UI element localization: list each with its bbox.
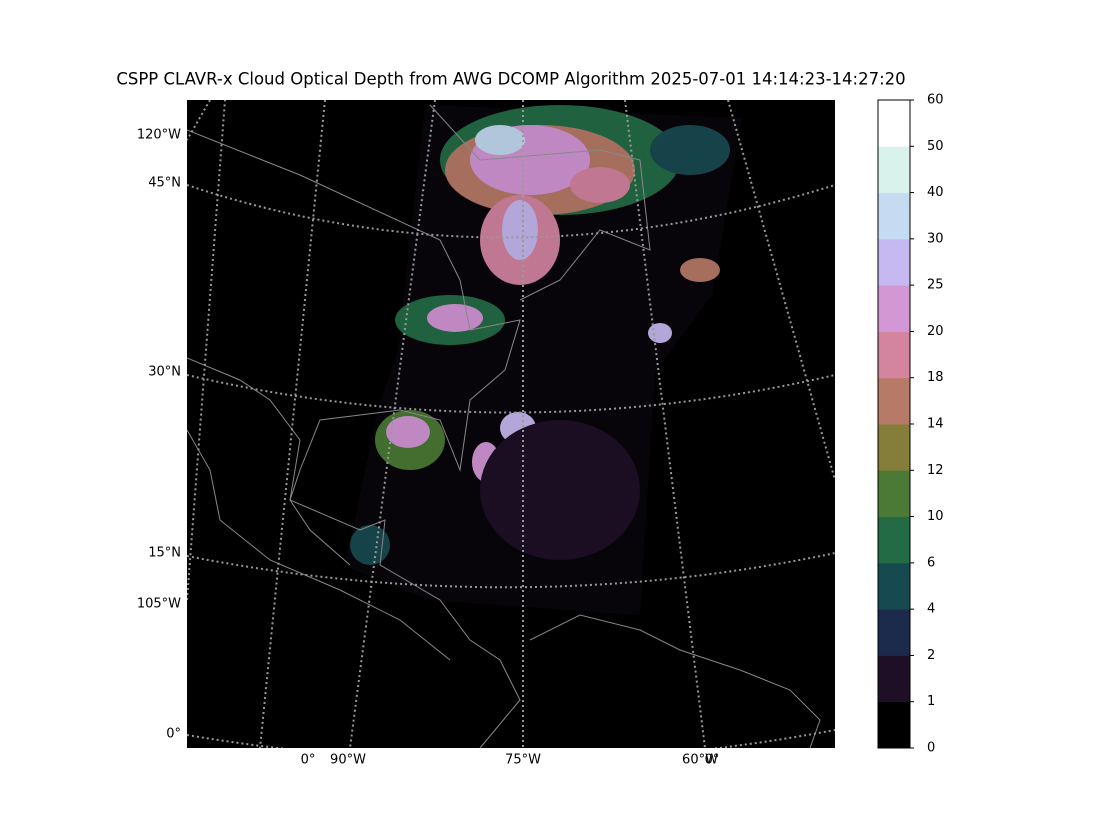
colorbar-segment [878,562,910,610]
lat-lon-label: 75°W [505,753,541,768]
colorbar-segment [878,655,910,703]
colorbar-tick-label: 4 [927,602,935,617]
colorbar-tick-label: 0 [927,741,935,756]
colorbar-tick-label: 50 [927,139,944,154]
colorbar-tick-label: 2 [927,648,935,663]
colorbar-tick-label: 60 [927,93,944,108]
colorbar-segment [878,100,910,147]
colorbar-segment [878,192,910,240]
colorbar-segment [878,285,910,332]
colorbar-tick-label: 14 [927,417,944,432]
lat-lon-label: 30°N [148,365,181,380]
title: CSPP CLAVR-x Cloud Optical Depth from AW… [116,70,905,89]
colorbar-tick-label: 30 [927,231,944,246]
colorbar-tick-label: 25 [927,278,944,293]
map: 120°W 45°N 30°N 15°N 105°W 0° 0° 90°W 75… [137,100,835,768]
map-content [187,100,835,748]
colorbar-tick-label: 6 [927,555,935,570]
lat-lon-label: 60°W [682,753,718,768]
lat-lon-label: 105°W [137,597,181,612]
clouds [350,105,730,565]
colorbar-segment [878,470,910,518]
colorbar-segment [878,238,910,286]
colorbar-segment [878,377,910,425]
lat-lon-label: 0° [705,753,720,768]
colorbar-segment [878,609,910,656]
colorbar-tick-label: 12 [927,463,944,478]
colorbar-tick-label: 18 [927,370,944,385]
lat-lon-label: 0° [166,727,181,742]
colorbar-segment [878,424,910,471]
colorbar-segment [878,701,910,749]
coastlines [187,104,821,748]
lat-lon-label: 90°W [330,753,366,768]
graticule [187,100,835,748]
colorbar-tick-label: 10 [927,509,944,524]
colorbar-tick-label: 1 [927,694,935,709]
colorbar-segment [878,146,910,194]
colorbar-tick-label: 40 [927,185,944,200]
swath [345,105,742,615]
colorbar-segment [878,331,910,379]
colorbar-tick-label: 20 [927,324,944,339]
lat-lon-label: 15°N [148,546,181,561]
lat-lon-label: 45°N [148,176,181,191]
colorbar-segment [878,516,910,564]
lat-lon-label: 0° [301,753,316,768]
lat-lon-label: 120°W [137,128,181,143]
